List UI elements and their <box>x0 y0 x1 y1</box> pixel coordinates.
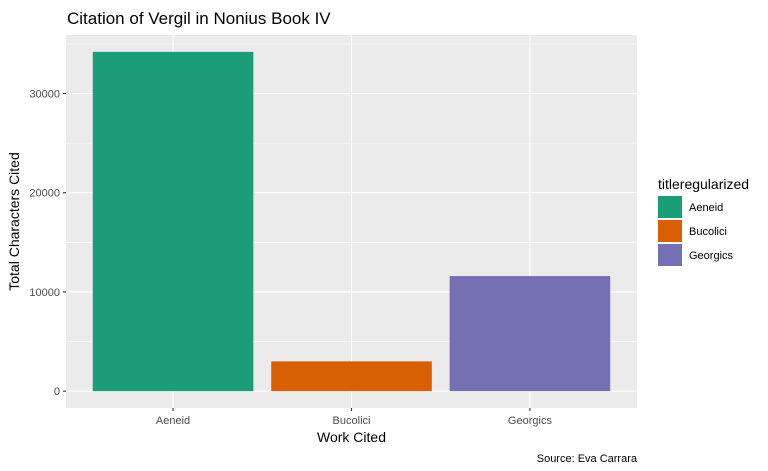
chart-title: Citation of Vergil in Nonius Book IV <box>67 9 331 28</box>
x-axis-title: Work Cited <box>317 429 386 445</box>
source-caption: Source: Eva Carrara <box>537 453 638 465</box>
x-axis-ticks: Aeneid Bucolici Georgics <box>156 408 553 427</box>
bar-bucolici <box>271 361 432 392</box>
y-tick-label: 10000 <box>29 287 60 299</box>
legend-title: titleregularized <box>658 176 749 192</box>
y-axis-ticks: 0 10000 20000 30000 <box>29 89 66 398</box>
bar-georgics <box>449 276 611 392</box>
legend-swatch <box>658 196 682 218</box>
y-tick-label: 30000 <box>29 89 60 101</box>
x-tick-label: Aeneid <box>156 415 190 427</box>
x-tick-label: Georgics <box>508 415 553 427</box>
legend: Aeneid Bucolici Georgics <box>658 196 734 266</box>
y-axis-title: Total Characters Cited <box>6 152 22 291</box>
y-tick-label: 0 <box>54 386 60 398</box>
y-tick-label: 20000 <box>29 188 60 200</box>
bar-aeneid <box>92 51 254 392</box>
legend-label: Georgics <box>689 250 734 262</box>
x-tick-label: Bucolici <box>333 415 371 427</box>
legend-label: Aeneid <box>689 202 723 214</box>
bars <box>92 51 611 392</box>
legend-swatch <box>658 244 682 266</box>
legend-swatch <box>658 220 682 242</box>
legend-label: Bucolici <box>689 226 727 238</box>
